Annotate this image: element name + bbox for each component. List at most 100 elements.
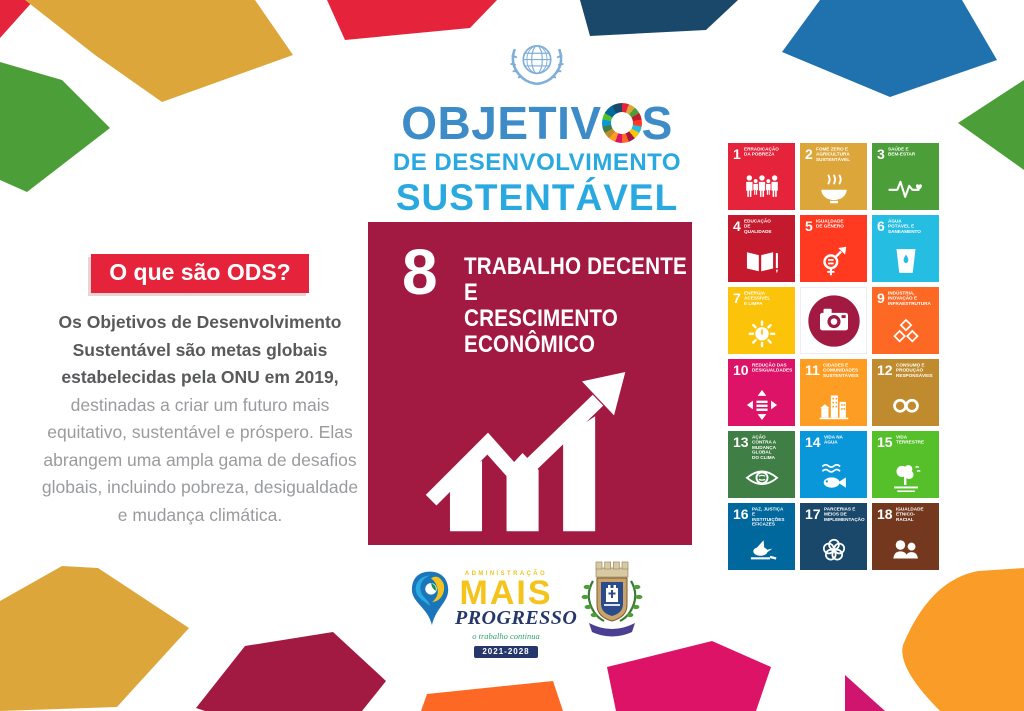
people-icon bbox=[728, 170, 795, 208]
sdg-tile-header: 7 ENERGIA ACESSÍVEL E LIMPA bbox=[728, 287, 795, 317]
sdg-tile-18: 18 IGUALDADE ÉTNICO-RACIAL bbox=[872, 503, 939, 570]
sdg-tile-5: 5 IGUALDADE DE GÊNERO bbox=[800, 215, 867, 282]
sdg-tile-15: 15 VIDA TERRESTRE bbox=[872, 431, 939, 498]
sdg-tile-number: 3 bbox=[877, 146, 885, 162]
sdg-tile-label: FOME ZERO E AGRICULTURA SUSTENTÁVEL bbox=[815, 146, 850, 162]
sdg-tile-header: 18 IGUALDADE ÉTNICO-RACIAL bbox=[872, 503, 939, 533]
title-subtitle-line2: SUSTENTÁVEL bbox=[395, 177, 679, 218]
sdg-tile-header: 13 AÇÃO CONTRA A MUDANÇA GLOBAL DO CLIMA bbox=[728, 431, 795, 479]
dove-icon bbox=[728, 530, 795, 568]
ods-explainer-panel: O que são ODS? Os Objetivos de Desenvolv… bbox=[36, 254, 364, 529]
sdg-tile-header: 14 VIDA NA ÁGUA bbox=[800, 431, 867, 453]
sdg-tile-label: SAÚDE E BEM-ESTAR bbox=[887, 146, 916, 157]
sdg-tile-number: 10 bbox=[733, 362, 749, 378]
sdg-tile-3: 3 SAÚDE E BEM-ESTAR bbox=[872, 143, 939, 210]
ods-description: Os Objetivos de Desenvolvimento Sustentá… bbox=[36, 309, 364, 529]
featured-goal-card: 8 TRABALHO DECENTE E CRESCIMENTO ECONÔMI… bbox=[368, 222, 692, 545]
sdg-tile-header: 9 INDÚSTRIA, INOVAÇÃO E INFRAESTRUTURA bbox=[872, 287, 939, 317]
sdg-tile-header: 10 REDUÇÃO DAS DESIGUALDADES bbox=[728, 359, 795, 381]
sdg-tile-number: 5 bbox=[805, 218, 813, 234]
sdg-tile-10: 10 REDUÇÃO DAS DESIGUALDADES bbox=[728, 359, 795, 426]
sdg-tile-8 bbox=[800, 287, 867, 354]
eye-globe-icon bbox=[728, 458, 795, 496]
book-icon bbox=[728, 242, 795, 280]
sdg-tile-7: 7 ENERGIA ACESSÍVEL E LIMPA bbox=[728, 287, 795, 354]
brand-tagline: o trabalho continua bbox=[472, 631, 540, 642]
city-icon bbox=[800, 386, 867, 424]
sdg-tile-number: 4 bbox=[733, 218, 741, 234]
camera-icon bbox=[806, 293, 862, 349]
sdg-tile-number: 7 bbox=[733, 290, 741, 306]
tree-icon bbox=[872, 458, 939, 496]
sdg-tile-number: 6 bbox=[877, 218, 885, 234]
sdg-tile-number: 1 bbox=[733, 146, 741, 162]
bowl-icon bbox=[800, 170, 867, 208]
flower-icon bbox=[800, 530, 867, 568]
sdg-tile-label: CIDADES E COMUNIDADES SUSTENTÁVEIS bbox=[822, 362, 859, 378]
sdg-tile-header: 3 SAÚDE E BEM-ESTAR bbox=[872, 143, 939, 165]
sdg-tile-6: 6 ÁGUA POTÁVEL E SANEAMENTO bbox=[872, 215, 939, 282]
sdg-tile-16: 16 PAZ, JUSTIÇA E INSTITUIÇÕES EFICAZES bbox=[728, 503, 795, 570]
sdg-grid: 1 ERRADICAÇÃO DA POBREZA 2 FOME ZERO E AGRI… bbox=[728, 143, 939, 570]
sdg-tile-number: 15 bbox=[877, 434, 893, 450]
sdg-tile-label: ÁGUA POTÁVEL E SANEAMENTO bbox=[887, 218, 921, 234]
sdg-tile-label: EDUCAÇÃO DE QUALIDADE bbox=[743, 218, 772, 234]
sdg-tile-4: 4 EDUCAÇÃO DE QUALIDADE bbox=[728, 215, 795, 282]
sdg-tile-12: 12 CONSUMO E PRODUÇÃO RESPONSÁVEIS bbox=[872, 359, 939, 426]
sdg-tile-label: ENERGIA ACESSÍVEL E LIMPA bbox=[743, 290, 771, 306]
sdg-tile-header: 1 ERRADICAÇÃO DA POBREZA bbox=[728, 143, 795, 165]
sdg-tile-14: 14 VIDA NA ÁGUA bbox=[800, 431, 867, 498]
sdg-tile-label: INDÚSTRIA, INOVAÇÃO E INFRAESTRUTURA bbox=[887, 290, 931, 306]
title-subtitle-line1: DE DESENVOLVIMENTO bbox=[392, 149, 682, 176]
sdg-tile-header: 4 EDUCAÇÃO DE QUALIDADE bbox=[728, 215, 795, 245]
sdg-tile-label: VIDA NA ÁGUA bbox=[823, 434, 843, 445]
sdg-tile-label: PAZ, JUSTIÇA E INSTITUIÇÕES EFICAZES bbox=[751, 506, 785, 527]
sdg-tile-header: 6 ÁGUA POTÁVEL E SANEAMENTO bbox=[872, 215, 939, 245]
sdg-tile-number: 13 bbox=[733, 434, 749, 450]
sdg-tile-number: 18 bbox=[877, 506, 893, 522]
brand-years-badge: 2021-2028 bbox=[474, 645, 538, 658]
sdg-tile-13: 13 AÇÃO CONTRA A MUDANÇA GLOBAL DO CLIMA bbox=[728, 431, 795, 498]
ods-description-bold: Os Objetivos de Desenvolvimento Sustentá… bbox=[58, 312, 342, 387]
brand-admin-label: ADMINISTRAÇÃO bbox=[464, 571, 548, 577]
sdg-tile-label: ERRADICAÇÃO DA POBREZA bbox=[743, 146, 779, 157]
sdg-tile-number: 17 bbox=[805, 506, 821, 522]
sdg-tile-label: IGUALDADE DE GÊNERO bbox=[815, 218, 844, 229]
sdg-tile-header: 15 VIDA TERRESTRE bbox=[872, 431, 939, 453]
gender-icon bbox=[800, 242, 867, 280]
fish-icon bbox=[800, 458, 867, 496]
sdg-color-wheel-icon bbox=[601, 103, 642, 143]
infinity-icon bbox=[872, 386, 939, 424]
sdg-tile-label: REDUÇÃO DAS DESIGUALDADES bbox=[751, 362, 792, 373]
sdg-tile-label: IGUALDADE ÉTNICO-RACIAL bbox=[895, 506, 924, 522]
sdg-tile-label: AÇÃO CONTRA A MUDANÇA GLOBAL DO CLIMA bbox=[751, 434, 776, 461]
goal-number: 8 bbox=[402, 236, 438, 308]
sdg-tile-number: 11 bbox=[805, 362, 820, 378]
sdg-tile-2: 2 FOME ZERO E AGRICULTURA SUSTENTÁVEL bbox=[800, 143, 867, 210]
ods-description-light: destinadas a criar um futuro mais equita… bbox=[41, 394, 359, 525]
sdg-tile-label: VIDA TERRESTRE bbox=[895, 434, 924, 445]
water-icon bbox=[872, 242, 939, 280]
sdg-tile-header: 12 CONSUMO E PRODUÇÃO RESPONSÁVEIS bbox=[872, 359, 939, 389]
goal-title: TRABALHO DECENTE E CRESCIMENTO ECONÔMICO bbox=[464, 253, 687, 358]
poster-title-block: OBJETIV S DE DESENVOLVIMENTO SUSTENTÁVEL bbox=[352, 100, 722, 216]
sdg-tile-header: 11 CIDADES E COMUNIDADES SUSTENTÁVEIS bbox=[800, 359, 867, 389]
sdg-tile-header: 5 IGUALDADE DE GÊNERO bbox=[800, 215, 867, 237]
sdg-tile-number: 12 bbox=[877, 362, 893, 378]
sun-icon bbox=[728, 314, 795, 352]
city-coat-of-arms-icon bbox=[581, 561, 643, 637]
sdg-tile-number: 9 bbox=[877, 290, 885, 306]
sdg-tile-number: 14 bbox=[805, 434, 821, 450]
brand-progresso: PROGRESSO bbox=[455, 607, 578, 630]
sdg-tile-17: 17 PARCERIAS E MEIOS DE IMPLEMENTAÇÃO bbox=[800, 503, 867, 570]
sdg-tile-number: 16 bbox=[733, 506, 749, 522]
sdg-tile-header: 17 PARCERIAS E MEIOS DE IMPLEMENTAÇÃO bbox=[800, 503, 867, 533]
sdg-tile-label: PARCERIAS E MEIOS DE IMPLEMENTAÇÃO bbox=[823, 506, 865, 522]
sdg-tile-number: 2 bbox=[805, 146, 813, 162]
sdg-tile-1: 1 ERRADICAÇÃO DA POBREZA bbox=[728, 143, 795, 210]
sdg-tile-header: 16 PAZ, JUSTIÇA E INSTITUIÇÕES EFICAZES bbox=[728, 503, 795, 542]
sdg-tile-label: CONSUMO E PRODUÇÃO RESPONSÁVEIS bbox=[895, 362, 933, 378]
sdg-tile-header: 2 FOME ZERO E AGRICULTURA SUSTENTÁVEL bbox=[800, 143, 867, 173]
